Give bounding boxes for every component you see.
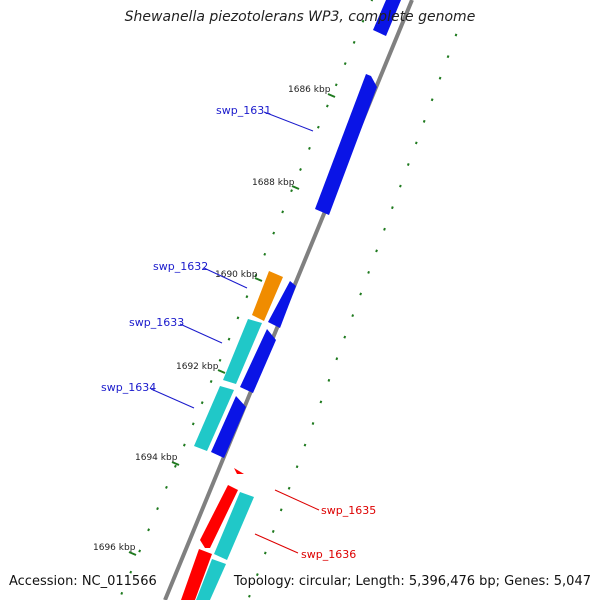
tick-dot xyxy=(375,249,378,253)
tick-dot xyxy=(129,570,133,574)
gene-block-swp-1636 xyxy=(181,549,212,600)
reverse-strand-features xyxy=(194,319,262,600)
tick-dot xyxy=(147,528,151,532)
tick-dot xyxy=(173,464,177,468)
accession-text: Accession: NC_011566 xyxy=(9,574,157,589)
scale-label-1694: 1694 kbp xyxy=(135,453,178,463)
tick-dot xyxy=(370,0,374,2)
tick-dot xyxy=(319,400,323,404)
tick-dot xyxy=(316,125,320,129)
tick-dot xyxy=(120,591,124,595)
tick-dot xyxy=(334,83,338,87)
tick-dot xyxy=(209,380,213,383)
tick-dot xyxy=(454,33,458,37)
tick-dot xyxy=(311,422,315,425)
gene-label-swp-1634[interactable]: swp_1634 xyxy=(101,381,156,394)
tick-dot xyxy=(248,594,251,598)
gene-block-swp-1634-rev xyxy=(194,386,234,451)
tick-dot xyxy=(271,529,275,533)
tick-dot xyxy=(351,314,355,318)
gene-label-swp-1635[interactable]: swp_1635 xyxy=(321,504,376,517)
tick-dot xyxy=(218,358,222,362)
tick-dot xyxy=(182,443,186,447)
tick-dot xyxy=(325,104,329,108)
tick-dot xyxy=(430,98,434,102)
gene-block-swp-1633-fwd xyxy=(240,329,276,393)
tick-dot xyxy=(361,19,365,23)
gene-block-swp-1633-rev xyxy=(223,319,262,384)
gene-block-swp-1634-fwd xyxy=(211,396,246,458)
gene-label-swp-1631[interactable]: swp_1631 xyxy=(216,104,271,117)
tick-dot xyxy=(156,507,159,511)
tick-dot xyxy=(335,357,339,361)
tick-dot xyxy=(308,146,311,150)
tick-dot xyxy=(287,486,291,490)
tick-dot xyxy=(290,189,293,193)
tick-dot xyxy=(281,210,285,214)
tick-dot xyxy=(343,335,347,339)
tick-dot xyxy=(191,422,195,426)
gene-labels: swp_1631 swp_1632 swp_1633 swp_1634 swp_… xyxy=(101,104,376,561)
tick-dot xyxy=(327,378,331,382)
tick-dot xyxy=(165,485,168,489)
label-leader-lines xyxy=(150,111,320,554)
tick-dot xyxy=(406,163,410,166)
tick-dot xyxy=(263,252,267,256)
tick-dot xyxy=(299,167,302,172)
tick-dot xyxy=(438,76,442,80)
tick-dot xyxy=(367,270,370,274)
gene-block-swp-1636-rev-b xyxy=(196,559,226,600)
scale-labels: 1686 kbp 1688 kbp 1690 kbp 1692 kbp 1694… xyxy=(93,85,331,553)
scale-label-1686: 1686 kbp xyxy=(288,85,331,95)
tick-dot xyxy=(200,401,204,405)
gene-label-swp-1636[interactable]: swp_1636 xyxy=(301,548,356,561)
tick-dot xyxy=(446,55,450,59)
tick-dot xyxy=(352,40,356,44)
gene-block-top xyxy=(373,0,401,36)
gene-block-swp-1631 xyxy=(315,74,377,215)
tick-dot xyxy=(254,274,258,277)
tick-dot xyxy=(399,184,402,188)
tick-dot xyxy=(138,549,142,553)
scale-label-1688: 1688 kbp xyxy=(252,178,295,188)
scale-ticks xyxy=(128,93,336,556)
gene-block-swp-1632 xyxy=(252,271,283,321)
tick-dot xyxy=(255,573,259,577)
outer-tick-track xyxy=(120,0,374,595)
gene-arrow-swp-1635 xyxy=(234,468,244,474)
scale-label-1692: 1692 kbp xyxy=(176,362,219,372)
tick-dot xyxy=(359,292,363,296)
scale-label-1690: 1690 kbp xyxy=(215,270,258,280)
tick-dot xyxy=(414,141,418,145)
genome-summary-text: Topology: circular; Length: 5,396,476 bp… xyxy=(233,574,591,589)
forward-strand-features xyxy=(211,0,401,458)
tick-dot xyxy=(263,551,267,555)
tick-dot xyxy=(272,231,276,235)
tick-dot xyxy=(245,295,249,299)
gene-label-swp-1633[interactable]: swp_1633 xyxy=(129,316,184,329)
red-features xyxy=(181,468,244,600)
tick-dot xyxy=(391,206,394,210)
gene-block-swp-1632-fwd xyxy=(268,281,296,328)
gene-label-swp-1632[interactable]: swp_1632 xyxy=(153,260,208,273)
tick-dot xyxy=(227,337,231,341)
tick-dot xyxy=(383,227,386,231)
tick-dot xyxy=(422,119,426,123)
tick-dot xyxy=(279,508,283,512)
tick-dot xyxy=(343,62,347,66)
scale-label-1696: 1696 kbp xyxy=(93,543,136,553)
inner-tick-track xyxy=(248,33,458,598)
tick-dot xyxy=(303,443,307,447)
genome-title: Shewanella piezotolerans WP3, complete g… xyxy=(124,9,476,25)
tick-dot xyxy=(295,465,299,469)
gene-block-swp-1636-rev-a xyxy=(214,492,254,560)
gene-block-swp-1635 xyxy=(200,485,238,548)
tick-dot xyxy=(236,316,240,320)
